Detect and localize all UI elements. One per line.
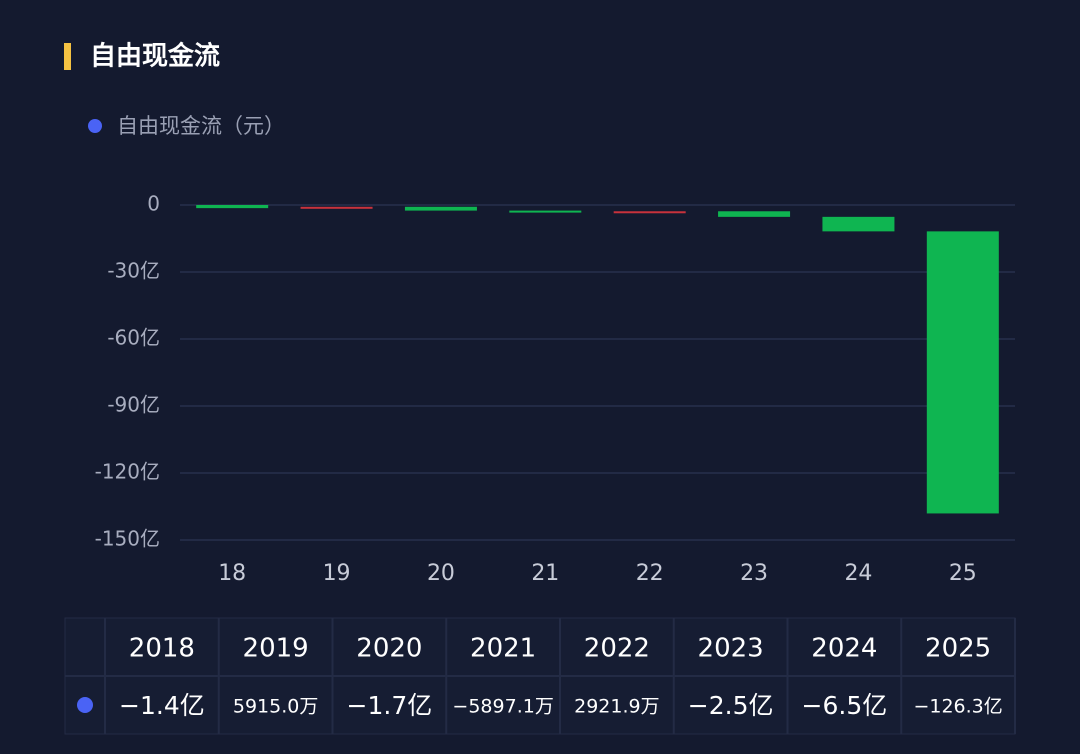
bar [196, 205, 269, 209]
bar [926, 231, 999, 514]
table-value: −6.5亿 [802, 691, 888, 720]
table-value: 5915.0万 [233, 696, 318, 718]
table-value: 2921.9万 [574, 696, 659, 718]
title-marker [64, 43, 71, 70]
x-tick-label: 18 [218, 561, 246, 586]
table-header: 2023 [698, 634, 764, 664]
legend-dot [88, 119, 102, 133]
y-tick-label: -150亿 [95, 527, 160, 551]
table-value: −126.3亿 [913, 696, 1002, 718]
table-header: 2024 [811, 634, 877, 664]
x-tick-label: 19 [323, 561, 351, 586]
bar [822, 216, 895, 232]
table-value: −1.4亿 [119, 691, 205, 720]
y-tick-label: -30亿 [107, 259, 160, 283]
x-tick-label: 25 [949, 561, 977, 586]
table-header: 2021 [470, 634, 536, 664]
bar [404, 206, 477, 211]
bar [300, 206, 373, 209]
table-header: 2025 [925, 634, 991, 664]
table-header: 2019 [243, 634, 309, 664]
x-tick-label: 21 [531, 561, 559, 586]
table-value: −2.5亿 [688, 691, 774, 720]
legend-label: 自由现金流（元） [117, 114, 285, 138]
y-tick-label: 0 [147, 192, 160, 216]
table-dot [77, 697, 93, 713]
y-tick-label: -60亿 [107, 326, 160, 350]
y-tick-label: -90亿 [107, 393, 160, 417]
x-tick-label: 24 [844, 561, 872, 586]
table-value: −1.7亿 [347, 691, 433, 720]
x-tick-label: 20 [427, 561, 455, 586]
x-tick-label: 22 [636, 561, 664, 586]
table-header: 2020 [356, 634, 422, 664]
table-header: 2018 [129, 634, 195, 664]
bar [509, 210, 582, 213]
table-header: 2022 [584, 634, 650, 664]
bar [718, 211, 791, 217]
y-tick-label: -120亿 [95, 460, 160, 484]
x-tick-label: 23 [740, 561, 768, 586]
table-value: −5897.1万 [452, 696, 553, 718]
bar [613, 211, 686, 214]
chart-title: 自由现金流 [90, 41, 220, 72]
